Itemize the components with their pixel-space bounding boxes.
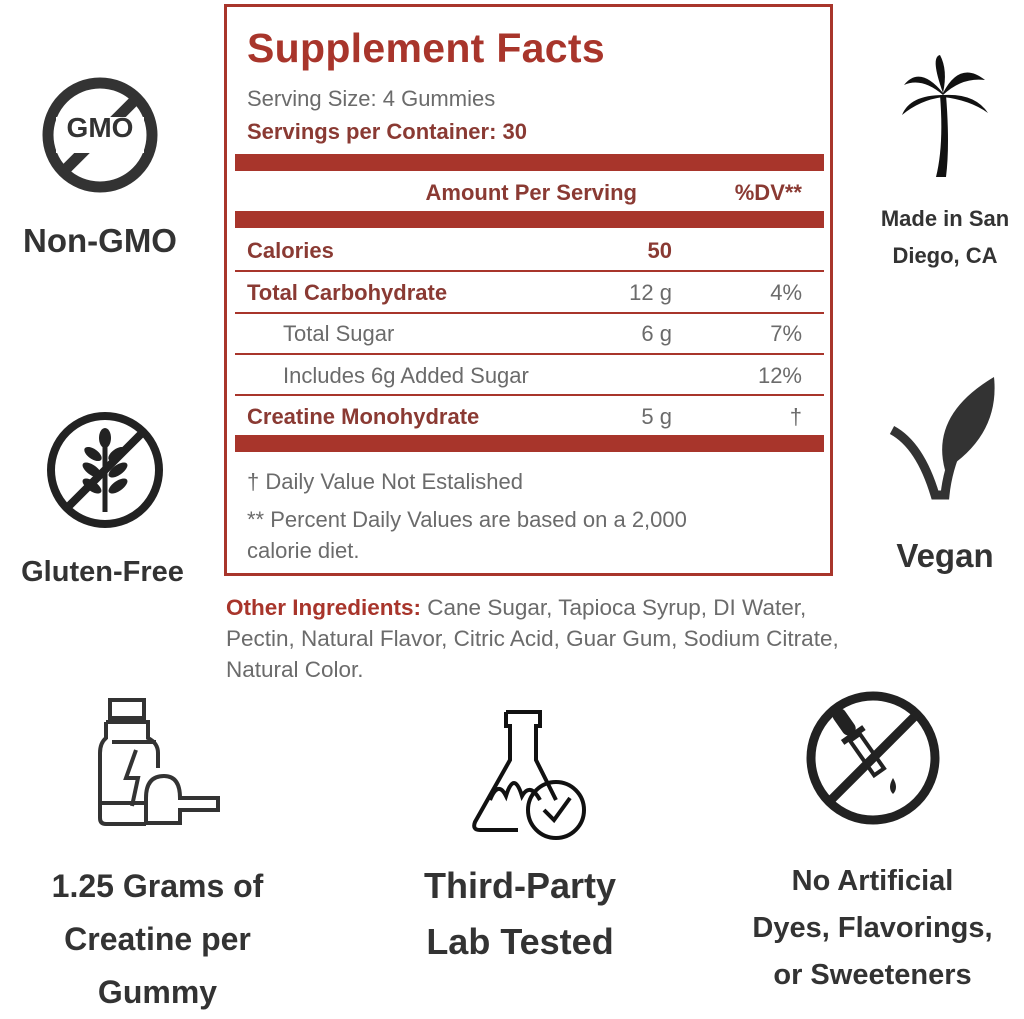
nutrient-amount: 12 g bbox=[629, 280, 672, 305]
row-divider bbox=[235, 394, 824, 396]
ingredients-label: Other Ingredients: bbox=[226, 595, 422, 620]
no-artificial-line1: No Artificial bbox=[791, 865, 954, 897]
made-in-line2: Diego, CA bbox=[892, 243, 998, 268]
no-artificial-label: No Artificial Dyes, Flavorings, or Sweet… bbox=[725, 858, 1020, 999]
lab-tested-line2: Lab Tested bbox=[426, 921, 614, 962]
divider-bar bbox=[235, 435, 824, 452]
servings-per-container: Servings per Container: 30 bbox=[247, 119, 527, 144]
gmo-icon-text: GMO bbox=[66, 112, 134, 143]
nutrient-name: Includes 6g Added Sugar bbox=[283, 363, 529, 388]
creatine-line2: Creatine per bbox=[64, 921, 251, 957]
serving-size: Serving Size: 4 Gummies bbox=[247, 86, 496, 111]
table-header: Amount Per Serving %DV** bbox=[247, 180, 802, 208]
nutrient-amount: 6 g bbox=[641, 321, 672, 346]
label-title: Supplement Facts bbox=[247, 25, 605, 71]
creatine-per-gummy-label: 1.25 Grams of Creatine per Gummy bbox=[0, 860, 315, 1019]
table-row: Calories 50 bbox=[247, 238, 802, 266]
gluten-free-label: Gluten-Free bbox=[21, 556, 184, 588]
made-in-san-diego-label: Made in San Diego, CA bbox=[860, 200, 1024, 274]
no-artificial-line2: Dyes, Flavorings, bbox=[752, 912, 993, 944]
no-gluten-icon bbox=[47, 412, 163, 528]
row-divider bbox=[235, 270, 824, 272]
palm-tree-icon bbox=[902, 55, 988, 177]
made-in-line1: Made in San bbox=[880, 206, 1010, 231]
nutrient-name: Total Carbohydrate bbox=[247, 280, 448, 305]
no-gmo-icon bbox=[42, 77, 158, 193]
row-divider bbox=[235, 312, 824, 314]
ingredients-text: Cane Sugar, Tapioca Syrup, DI Water, Pec… bbox=[226, 595, 839, 682]
supplement-jar-scoop-icon bbox=[98, 698, 220, 826]
lab-tested-label: Third-Party Lab Tested bbox=[365, 858, 675, 970]
row-divider bbox=[235, 353, 824, 355]
nutrient-amount: 50 bbox=[647, 238, 672, 263]
no-artificial-line3: or Sweeteners bbox=[773, 959, 972, 991]
footnote-percent-dv: ** Percent Daily Values are based on a 2… bbox=[247, 507, 687, 563]
nutrient-name: Creatine Monohydrate bbox=[247, 404, 480, 429]
table-row: Includes 6g Added Sugar 12% bbox=[247, 363, 802, 391]
table-row: Total Sugar 6 g 7% bbox=[247, 321, 802, 349]
divider-bar bbox=[235, 211, 824, 228]
non-gmo-label: Non-GMO bbox=[23, 222, 177, 259]
vegan-label: Vegan bbox=[896, 537, 994, 574]
nutrient-dv: 7% bbox=[770, 321, 802, 346]
lab-tested-line1: Third-Party bbox=[423, 865, 617, 906]
creatine-line1: 1.25 Grams of bbox=[51, 868, 264, 904]
creatine-line3: Gummy bbox=[97, 974, 218, 1010]
nutrient-name: Total Sugar bbox=[283, 321, 395, 346]
supplement-facts-panel: Supplement Facts Serving Size: 4 Gummies… bbox=[224, 4, 833, 576]
footnote-daily-value: † Daily Value Not Estalished bbox=[247, 469, 523, 494]
nutrient-name: Calories bbox=[247, 238, 334, 263]
header-amount: Amount Per Serving bbox=[425, 180, 637, 205]
nutrient-dv: 12% bbox=[757, 363, 802, 388]
nutrient-dv: 4% bbox=[770, 280, 802, 305]
nutrient-dv: † bbox=[789, 404, 802, 429]
divider-bar bbox=[235, 154, 824, 171]
other-ingredients: Other Ingredients: Cane Sugar, Tapioca S… bbox=[226, 592, 846, 685]
nutrient-amount: 5 g bbox=[641, 404, 672, 429]
table-row: Creatine Monohydrate 5 g † bbox=[247, 404, 802, 432]
header-dv: %DV** bbox=[734, 180, 802, 205]
vegan-leaf-icon bbox=[889, 377, 995, 500]
no-dropper-icon bbox=[806, 691, 940, 825]
flask-check-icon bbox=[472, 710, 586, 840]
table-row: Total Carbohydrate 12 g 4% bbox=[247, 280, 802, 308]
